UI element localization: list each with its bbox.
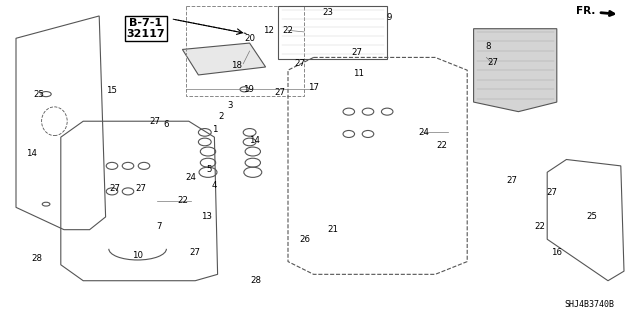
Text: 22: 22 — [534, 222, 545, 231]
Text: 27: 27 — [351, 48, 363, 57]
Text: 13: 13 — [201, 212, 212, 221]
Text: 21: 21 — [327, 225, 339, 234]
Text: 19: 19 — [243, 85, 253, 94]
Text: 28: 28 — [250, 276, 262, 285]
Text: 27: 27 — [109, 184, 121, 193]
Polygon shape — [182, 43, 266, 75]
Text: 27: 27 — [149, 117, 161, 126]
Text: 27: 27 — [189, 248, 201, 256]
Text: 27: 27 — [487, 58, 499, 67]
Text: 4: 4 — [212, 181, 217, 189]
Text: 6: 6 — [164, 120, 169, 129]
Text: 24: 24 — [185, 173, 196, 182]
Text: 24: 24 — [419, 128, 430, 137]
Text: 22: 22 — [177, 197, 188, 205]
Text: 9: 9 — [387, 13, 392, 22]
Text: 10: 10 — [132, 251, 143, 260]
Text: 5: 5 — [207, 165, 212, 174]
Text: 1: 1 — [212, 125, 217, 134]
Text: 11: 11 — [353, 69, 364, 78]
Text: 18: 18 — [231, 61, 243, 70]
Text: 20: 20 — [244, 34, 255, 43]
Text: FR.: FR. — [576, 6, 614, 16]
Text: 12: 12 — [263, 26, 275, 35]
Polygon shape — [474, 29, 557, 112]
Text: 23: 23 — [323, 8, 334, 17]
Text: 14: 14 — [26, 149, 38, 158]
Text: 8: 8 — [485, 42, 490, 51]
Text: 22: 22 — [282, 26, 294, 35]
Text: 22: 22 — [436, 141, 447, 150]
Text: SHJ4B3740B: SHJ4B3740B — [564, 300, 614, 309]
Text: 27: 27 — [274, 88, 285, 97]
Text: 27: 27 — [135, 184, 147, 193]
Text: 25: 25 — [33, 90, 44, 99]
Text: 7: 7 — [156, 222, 161, 231]
Text: 3: 3 — [228, 101, 233, 110]
Text: B-7-1
32117: B-7-1 32117 — [127, 18, 165, 39]
Text: 14: 14 — [248, 136, 260, 145]
Text: 25: 25 — [586, 212, 598, 221]
Text: 27: 27 — [546, 189, 557, 197]
Text: 28: 28 — [31, 254, 43, 263]
Text: 26: 26 — [299, 235, 310, 244]
Text: 16: 16 — [551, 248, 563, 256]
Text: 15: 15 — [106, 86, 118, 95]
Text: 27: 27 — [294, 59, 305, 68]
Text: 2: 2 — [218, 112, 223, 121]
Text: 27: 27 — [506, 176, 518, 185]
Text: 17: 17 — [308, 83, 319, 92]
